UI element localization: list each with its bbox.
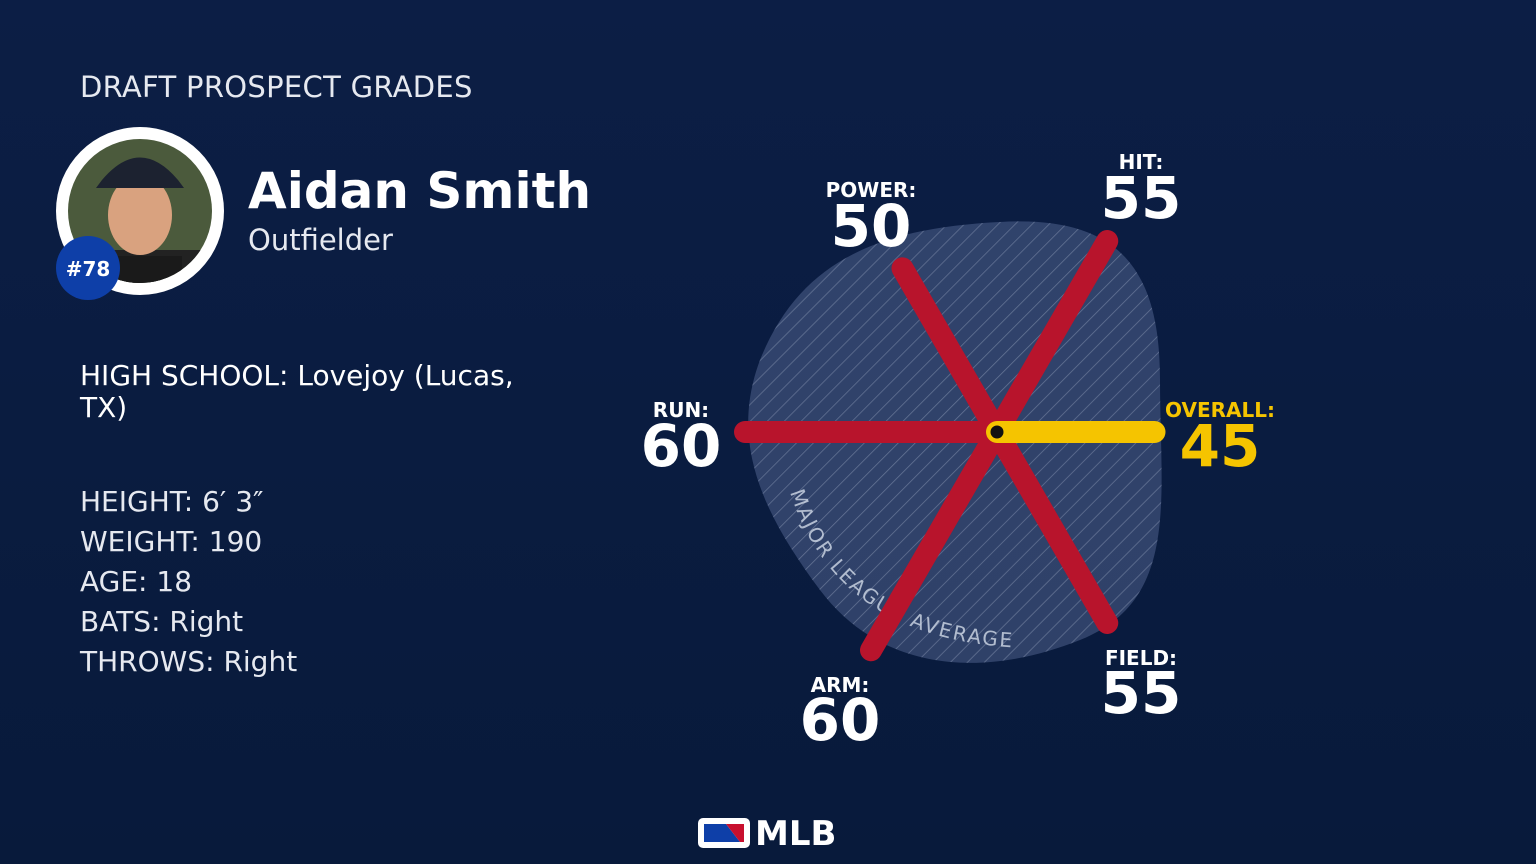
rank-badge xyxy=(56,236,120,300)
grade-label: OVERALL: xyxy=(1165,398,1275,422)
player-position: Outfielder xyxy=(248,223,393,257)
grade-ray xyxy=(891,257,1008,443)
grade-value: 50 xyxy=(831,192,912,260)
title: DRAFT PROSPECT GRADES xyxy=(80,70,473,104)
info-line: HEIGHT: 6′ 3″ xyxy=(80,485,264,518)
player-name: Aidan Smith xyxy=(248,162,592,220)
info-lines: HEIGHT: 6′ 3″ WEIGHT: 190 AGE: 18 BATS: Rig… xyxy=(80,482,297,682)
logo: MLB xyxy=(755,814,836,854)
info-line: THROWS: Right xyxy=(80,645,298,678)
center-dot xyxy=(987,422,1007,442)
grade-label: HIT: xyxy=(1119,150,1164,174)
info-line: WEIGHT: 190 xyxy=(80,525,263,558)
grade-label: FIELD: xyxy=(1105,646,1177,670)
grade-value: 55 xyxy=(1101,164,1182,232)
grade-label: ARM: xyxy=(811,673,870,697)
info-line: AGE: 18 xyxy=(80,565,193,598)
school: HIGH SCHOOL: Lovejoy (Lucas, TX) xyxy=(80,359,514,424)
grade-label: RUN: xyxy=(653,398,709,422)
grade-label: POWER: xyxy=(826,178,917,202)
grade-value: 55 xyxy=(1101,659,1182,727)
rank: #78 xyxy=(66,257,111,281)
grade-value: 60 xyxy=(800,686,881,754)
grade-value: 45 xyxy=(1180,412,1261,480)
info-line: BATS: Right xyxy=(80,605,244,638)
grade-ray xyxy=(860,421,1008,662)
grade-value: 60 xyxy=(641,412,722,480)
grade-ray xyxy=(986,421,1119,634)
grade-ray xyxy=(986,230,1119,443)
